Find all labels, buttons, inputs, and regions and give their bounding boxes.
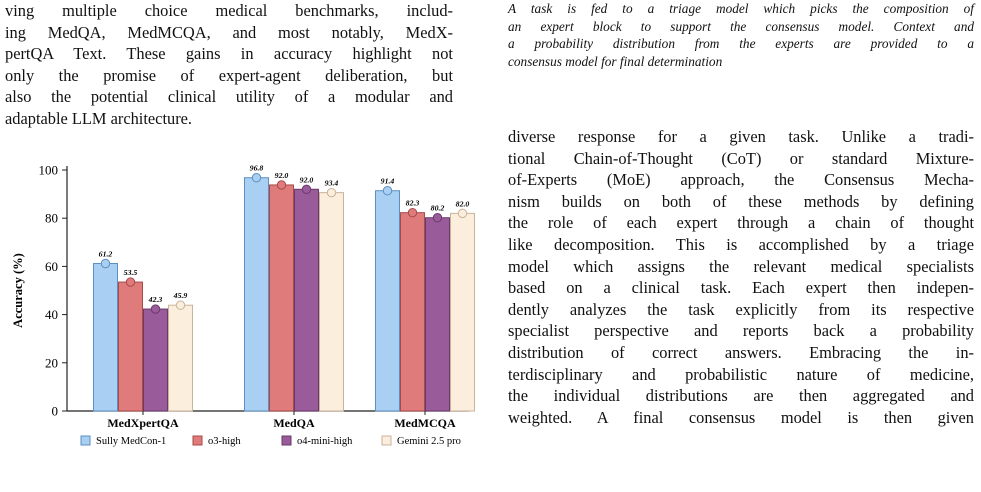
right-paragraph-line: specialist perspective and reports back … [508,321,974,341]
legend-label: o4-mini-high [297,436,353,447]
y-tick-label: 60 [45,259,58,274]
data-label: 92.0 [300,175,314,184]
y-tick-label: 80 [45,211,58,226]
data-label: 92.0 [275,171,289,180]
bar [244,177,269,412]
legend-swatch [281,435,292,446]
legend-swatch [80,435,91,446]
legend-swatch [192,435,203,446]
bar-marker [326,187,337,198]
bar-marker [432,213,443,223]
legend-label: Gemini 2.5 pro [397,436,461,447]
left-paragraph: ving multiple choice medical benchmarks,… [5,0,453,130]
bar [375,190,400,412]
y-tick-label: 0 [52,404,59,419]
right-paragraph-line: like decomposition. This is accomplished… [508,234,974,254]
data-label: 91.4 [381,177,395,186]
y-tick-label: 20 [45,355,58,370]
left-paragraph-line: adaptable LLM architecture. [5,108,193,128]
right-paragraph-line: dently analyzes the task explicitly from… [508,299,974,319]
bar-marker [457,208,468,219]
right-paragraph-line: tional Chain-of-Thought (CoT) or standar… [508,148,974,168]
right-paragraph-line: nism builds on both of these methods by … [508,191,974,211]
x-tick-label: MedMCQA [394,416,456,430]
left-paragraph-line: pertQA Text. These gains in accuracy hig… [5,44,453,64]
bar [425,217,450,412]
y-tick-label: 100 [39,163,59,178]
data-label: 80.2 [431,204,445,213]
right-paragraph-line: the role of each expert through a chain … [508,213,974,233]
right-paragraph-line: distribution of correct answers. Embraci… [508,342,974,362]
data-label: 45.9 [173,291,188,300]
bar-marker [251,173,262,183]
bar [168,304,193,412]
right-paragraph-line: model which assigns the relevant medical… [508,256,974,276]
legend-label: o3-high [208,436,241,447]
bar [450,212,475,412]
caption-line: consensus model for final determination [508,53,723,69]
data-label: 82.3 [406,199,420,208]
right-paragraph-line: of-Experts (MoE) approach, the Consensus… [508,170,974,190]
left-paragraph-line: only the promise of expert-agent deliber… [5,65,453,85]
left-paragraph-line: ving multiple choice medical benchmarks,… [5,1,453,20]
y-tick-label: 40 [45,307,58,322]
data-label: 96.8 [250,164,264,173]
bar [294,188,319,412]
right-paragraph-line: the individual distributions are then ag… [508,386,974,406]
accuracy-bar-chart: 0 20 40 60 80 100 Accuracy (%) 61.2 53.5 42.3 45.9… [11,163,475,447]
data-label: 93.4 [325,179,339,188]
bar [400,212,425,412]
data-label: 82.0 [456,199,470,208]
right-paragraph: diverse response for a given task. Unlik… [508,126,974,428]
right-column: A task is fed to a triage model which pi… [508,0,974,428]
y-axis-label: Accuracy (%) [11,253,25,328]
legend-label: Sully MedCon-1 [96,436,166,447]
bar-marker [301,184,312,194]
right-paragraph-line: terdisciplinary and probabilistic nature… [508,364,974,384]
right-paragraph-line: diverse response for a given task. Unlik… [508,127,974,146]
bar-marker [125,277,136,287]
bar [118,281,143,412]
bar [93,263,118,412]
left-column: ving multiple choice medical benchmarks,… [5,0,475,447]
bar-marker [100,258,111,269]
bar-marker [276,180,287,190]
left-paragraph-line: also the potential clinical utility of a… [5,87,453,107]
legend-swatch [381,435,392,446]
bar [269,184,294,412]
x-tick-label: MedQA [273,416,315,430]
caption-line: A task is fed to a triage model which pi… [508,1,974,16]
caption-line: a probability distribution from the expe… [508,36,974,51]
figure-caption: A task is fed to a triage model which pi… [508,0,974,70]
right-paragraph-line: weighted. A final consensus model is the… [508,407,974,427]
bar-marker [150,304,161,314]
bar [143,308,168,412]
bar [319,192,344,412]
bar-marker [407,207,418,218]
x-tick-label: MedXpertQA [107,416,179,430]
data-label: 53.5 [124,268,138,277]
bar-marker [175,300,186,310]
bar-marker [382,186,393,196]
caption-line: an expert block to support the consensus… [508,18,974,34]
right-paragraph-line: based on a clinical task. Each expert th… [508,278,974,298]
data-label: 61.2 [99,250,113,259]
left-paragraph-line: ing MedQA, MedMCQA, and most notably, Me… [5,22,453,42]
data-label: 42.3 [148,295,163,304]
